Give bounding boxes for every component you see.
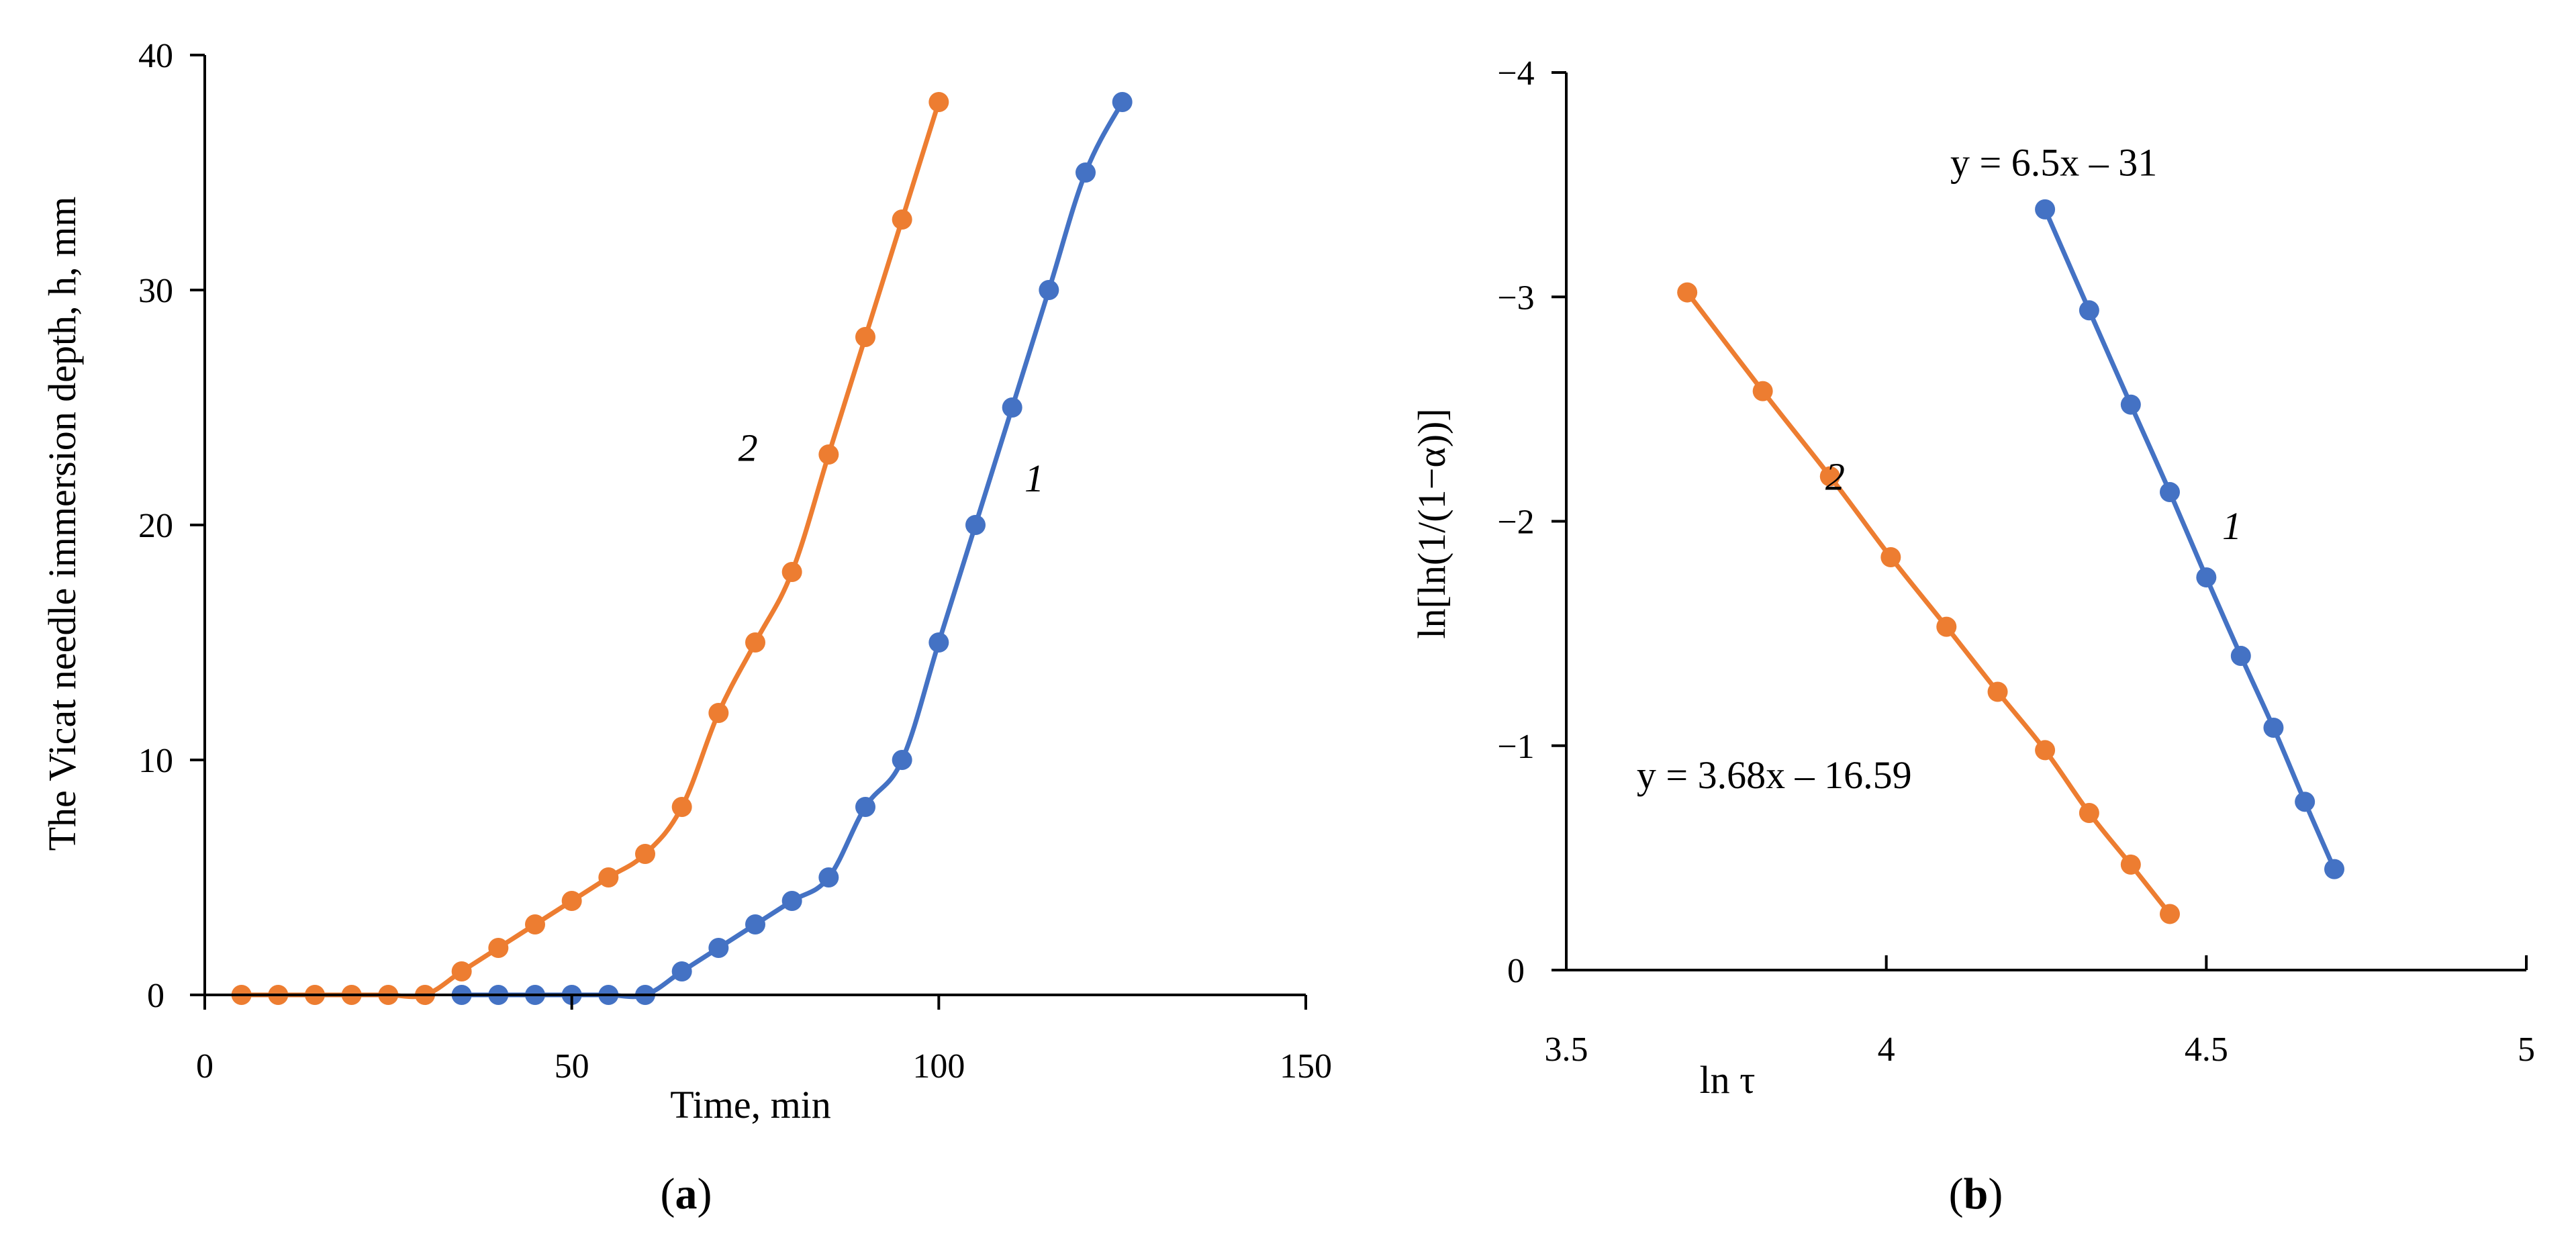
chart-b-series-2-point <box>2035 740 2056 761</box>
chart-a-series-layer <box>231 92 1133 1005</box>
chart-a-y-tick-label: 10 <box>138 742 173 780</box>
chart-b-series-2-point <box>1752 381 1773 401</box>
chart-a-y-axis-label: The Vicat needle immersion depth, h, mm <box>40 197 84 851</box>
chart-b-x-tick-label: 4.5 <box>2185 1030 2228 1069</box>
chart-b-y-tick-label: −4 <box>1497 54 1534 93</box>
chart-a-series-1-line <box>459 99 1125 1000</box>
chart-b-series-1-line <box>2042 207 2337 872</box>
chart-a-ticks: 0 50 100 150 0 10 20 30 40 <box>138 37 1332 1086</box>
chart-b-x-axis-label: ln τ <box>1700 1058 1756 1102</box>
chart-a-series-2-point <box>525 914 545 934</box>
chart-b-y-tick-label: −3 <box>1497 279 1534 317</box>
chart-a-series-2-point <box>855 327 875 347</box>
chart-a-series-1-point <box>1112 92 1133 112</box>
chart-a-series-2-point <box>451 961 472 981</box>
chart-b-series-1-point <box>2295 791 2316 812</box>
chart-a-series-2-point <box>488 938 509 958</box>
chart-a-x-axis-label: Time, min <box>670 1083 831 1126</box>
chart-b-series-1-point <box>2230 646 2251 667</box>
chart-b-series-1-point <box>2263 718 2284 738</box>
chart-a: 0 50 100 150 0 10 20 30 40 Time, min The Vicat n… <box>40 37 1332 1218</box>
chart-a-series-2-point <box>635 844 655 864</box>
chart-b-y-tick-label: −2 <box>1497 503 1534 542</box>
chart-b-series-2-point <box>1819 466 1840 487</box>
chart-b-equation-1: y = 6.5x – 31 <box>1950 141 2157 185</box>
chart-a-series-2-point <box>561 891 582 911</box>
chart-b-series-2-point <box>2120 854 2141 875</box>
chart-b-ticks: 3.5 4 4.5 5 0 −1 −2 −3 −4 <box>1497 54 2535 1069</box>
chart-b-y-tick-label: −1 <box>1497 728 1534 766</box>
chart-b-series-1-point <box>2120 394 2141 415</box>
chart-b-y-axis-label: ln[ln(1/(1−α))] <box>1410 408 1453 638</box>
chart-b-x-tick-label: 5 <box>2518 1030 2535 1069</box>
chart-a-series-2-point <box>598 867 619 887</box>
chart-b-curve-label-2: 2 <box>1825 455 1845 499</box>
chart-b-series-2-point <box>2079 803 2099 824</box>
chart-a-series-1-point <box>965 515 986 535</box>
chart-a-series-2-line <box>239 99 941 1000</box>
chart-a-series-1-point <box>1076 162 1096 183</box>
chart-b-panel-letter: b <box>1964 1169 1989 1218</box>
chart-b-series-2-point <box>1936 616 1957 637</box>
chart-b-curve-label-1: 1 <box>2222 504 2242 548</box>
chart-a-y-tick-label: 30 <box>138 272 173 310</box>
chart-b-equation-2: y = 3.68x – 16.59 <box>1637 753 1912 797</box>
chart-a-y-tick-label: 20 <box>138 507 173 545</box>
chart-a-curve-label-1: 1 <box>1024 457 1044 500</box>
chart-a-series-1-point <box>892 750 912 770</box>
chart-b: 3.5 4 4.5 5 0 −1 −2 −3 −4 ln τ ln[ln(1/(1−α))] 1… <box>1410 54 2535 1218</box>
chart-b-panel-label: (b) <box>1949 1169 2003 1218</box>
chart-a-x-tick-label: 150 <box>1280 1047 1332 1086</box>
chart-b-series-1-point <box>2324 859 2344 879</box>
chart-a-series-2-point <box>928 92 949 112</box>
chart-a-series-1-point <box>818 867 839 887</box>
chart-a-x-tick-label: 50 <box>555 1047 589 1086</box>
chart-a-series-1-point <box>1002 397 1022 418</box>
chart-a-panel-label: (a) <box>661 1169 712 1218</box>
chart-b-series-2-point <box>1987 681 2008 702</box>
chart-a-series-1-point <box>745 914 765 934</box>
chart-a-x-tick-label: 100 <box>912 1047 965 1086</box>
chart-a-series-2-point <box>745 632 765 653</box>
chart-b-series-1-point <box>2079 300 2099 321</box>
chart-a-y-tick-label: 0 <box>147 977 164 1015</box>
chart-a-series-1-point <box>1039 280 1059 300</box>
chart-a-series-2-point <box>708 703 729 723</box>
chart-b-series-1-point <box>2196 567 2217 588</box>
chart-a-series-1-point <box>928 632 949 653</box>
chart-a-series-1-point <box>781 891 802 911</box>
chart-a-panel-letter: a <box>675 1169 698 1218</box>
chart-b-series-2-point <box>2159 904 2180 924</box>
chart-b-x-tick-label: 4 <box>1878 1030 1895 1069</box>
chart-a-series-1-point <box>855 797 875 817</box>
chart-a-x-tick-label: 0 <box>196 1047 213 1086</box>
chart-b-series-2-point <box>1677 282 1698 303</box>
chart-a-series-2-point <box>671 797 692 817</box>
chart-b-series-1-point <box>2035 199 2056 220</box>
chart-b-y-tick-label: 0 <box>1507 952 1525 990</box>
chart-b-series-2-point <box>1880 546 1901 567</box>
chart-a-series-2-point <box>892 209 912 230</box>
chart-a-series-2-point <box>818 444 839 465</box>
chart-b-x-tick-label: 3.5 <box>1545 1030 1588 1069</box>
chart-a-series-1-point <box>671 961 692 981</box>
chart-a-series-1-point <box>708 938 729 958</box>
chart-a-curve-label-2: 2 <box>738 426 758 470</box>
chart-a-y-tick-label: 40 <box>138 37 173 75</box>
chart-b-series-layer <box>1677 199 2344 924</box>
chart-a-series-2-point <box>781 562 802 582</box>
chart-b-series-1-point <box>2159 482 2180 503</box>
